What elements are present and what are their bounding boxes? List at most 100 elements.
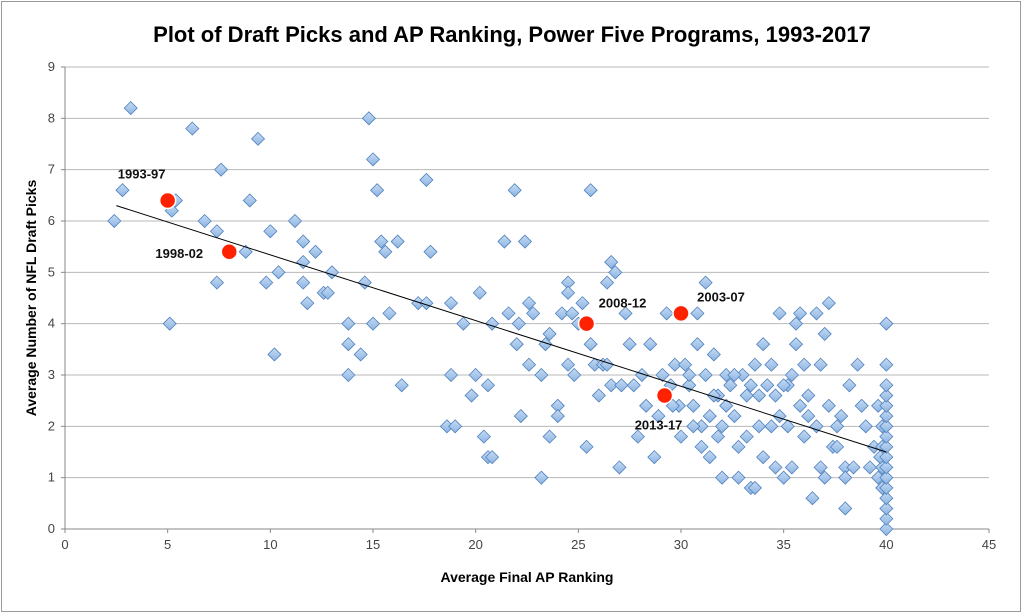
program-point: [854, 398, 869, 413]
program-point: [829, 439, 845, 454]
x-tick-label: 10: [263, 537, 277, 552]
program-point: [534, 367, 549, 383]
program-point: [801, 409, 816, 424]
program-point: [776, 378, 791, 393]
program-point: [821, 296, 836, 311]
program-point: [622, 337, 637, 352]
program-point: [739, 429, 754, 444]
x-tick-label: 40: [879, 537, 893, 552]
program-point: [743, 378, 758, 393]
program-point: [772, 409, 787, 424]
program-point: [793, 398, 808, 413]
program-point: [550, 409, 565, 424]
program-point: [365, 316, 381, 331]
program-point: [374, 234, 389, 249]
program-point: [760, 378, 775, 393]
program-point: [320, 285, 335, 300]
program-point: [485, 450, 500, 465]
program-point: [600, 357, 615, 372]
program-point: [715, 470, 730, 485]
program-point: [829, 419, 845, 434]
program-point: [682, 378, 697, 393]
program-point: [390, 234, 405, 249]
program-point: [497, 234, 512, 249]
program-point: [655, 367, 670, 383]
program-point: [764, 357, 779, 372]
program-point: [643, 337, 658, 352]
program-point: [308, 244, 323, 259]
program-point: [659, 306, 674, 321]
program-point: [468, 367, 483, 383]
program-point: [542, 429, 557, 444]
program-point: [296, 275, 311, 290]
program-point: [768, 460, 783, 475]
period-label: 2008-12: [599, 296, 647, 311]
program-point: [618, 306, 633, 321]
program-point: [706, 347, 721, 362]
program-point: [698, 275, 713, 290]
trendline: [116, 205, 887, 453]
program-point: [511, 316, 526, 331]
program-point: [341, 337, 356, 352]
program-point: [690, 337, 705, 352]
program-point: [242, 193, 257, 208]
period-point: [672, 304, 690, 323]
y-tick-labels: 0 1 2 3 4 5 6 7 8 9: [48, 59, 55, 536]
program-point: [448, 419, 463, 434]
program-point: [480, 378, 496, 393]
program-point: [694, 439, 709, 454]
program-point: [534, 470, 549, 485]
program-point: [690, 306, 705, 321]
program-point: [591, 388, 606, 403]
program-point: [300, 296, 315, 311]
program-point: [879, 378, 894, 393]
program-point: [296, 234, 311, 249]
program-point: [879, 521, 894, 537]
program-point: [575, 296, 590, 311]
x-tick-label: 45: [982, 537, 996, 552]
program-point: [267, 347, 282, 362]
program-point: [365, 152, 381, 167]
program-point: [583, 337, 598, 352]
y-tick-label: 9: [48, 59, 55, 74]
program-point: [639, 398, 654, 413]
program-point: [271, 265, 286, 280]
program-point: [821, 398, 836, 413]
program-point: [879, 491, 894, 506]
program-point: [879, 419, 894, 434]
program-point: [710, 429, 726, 444]
program-point: [813, 460, 828, 475]
program-point: [185, 121, 200, 136]
program-point: [521, 357, 537, 372]
program-point: [324, 265, 339, 280]
program-point: [879, 316, 894, 331]
program-point: [513, 409, 528, 424]
program-point: [567, 367, 582, 383]
program-point: [263, 224, 278, 239]
program-point: [443, 296, 459, 311]
program-point: [747, 357, 762, 372]
program-point: [561, 285, 576, 300]
program-point: [772, 306, 787, 321]
program-point: [784, 460, 799, 475]
x-tick-label: 25: [571, 537, 585, 552]
program-point: [809, 419, 824, 434]
program-point: [287, 213, 303, 229]
program-point: [879, 409, 894, 424]
program-point: [115, 183, 130, 198]
program-point: [879, 480, 894, 495]
program-point: [862, 460, 877, 475]
program-point: [751, 388, 767, 403]
program-point: [727, 409, 742, 424]
program-point: [678, 357, 693, 372]
program-point: [419, 296, 434, 311]
program-point: [879, 429, 894, 444]
program-point: [357, 275, 372, 290]
program-point: [813, 357, 828, 372]
y-tick-label: 5: [48, 264, 55, 279]
program-point: [423, 244, 438, 259]
program-point: [788, 316, 804, 331]
x-tick-label: 15: [366, 537, 380, 552]
program-point: [507, 183, 522, 198]
